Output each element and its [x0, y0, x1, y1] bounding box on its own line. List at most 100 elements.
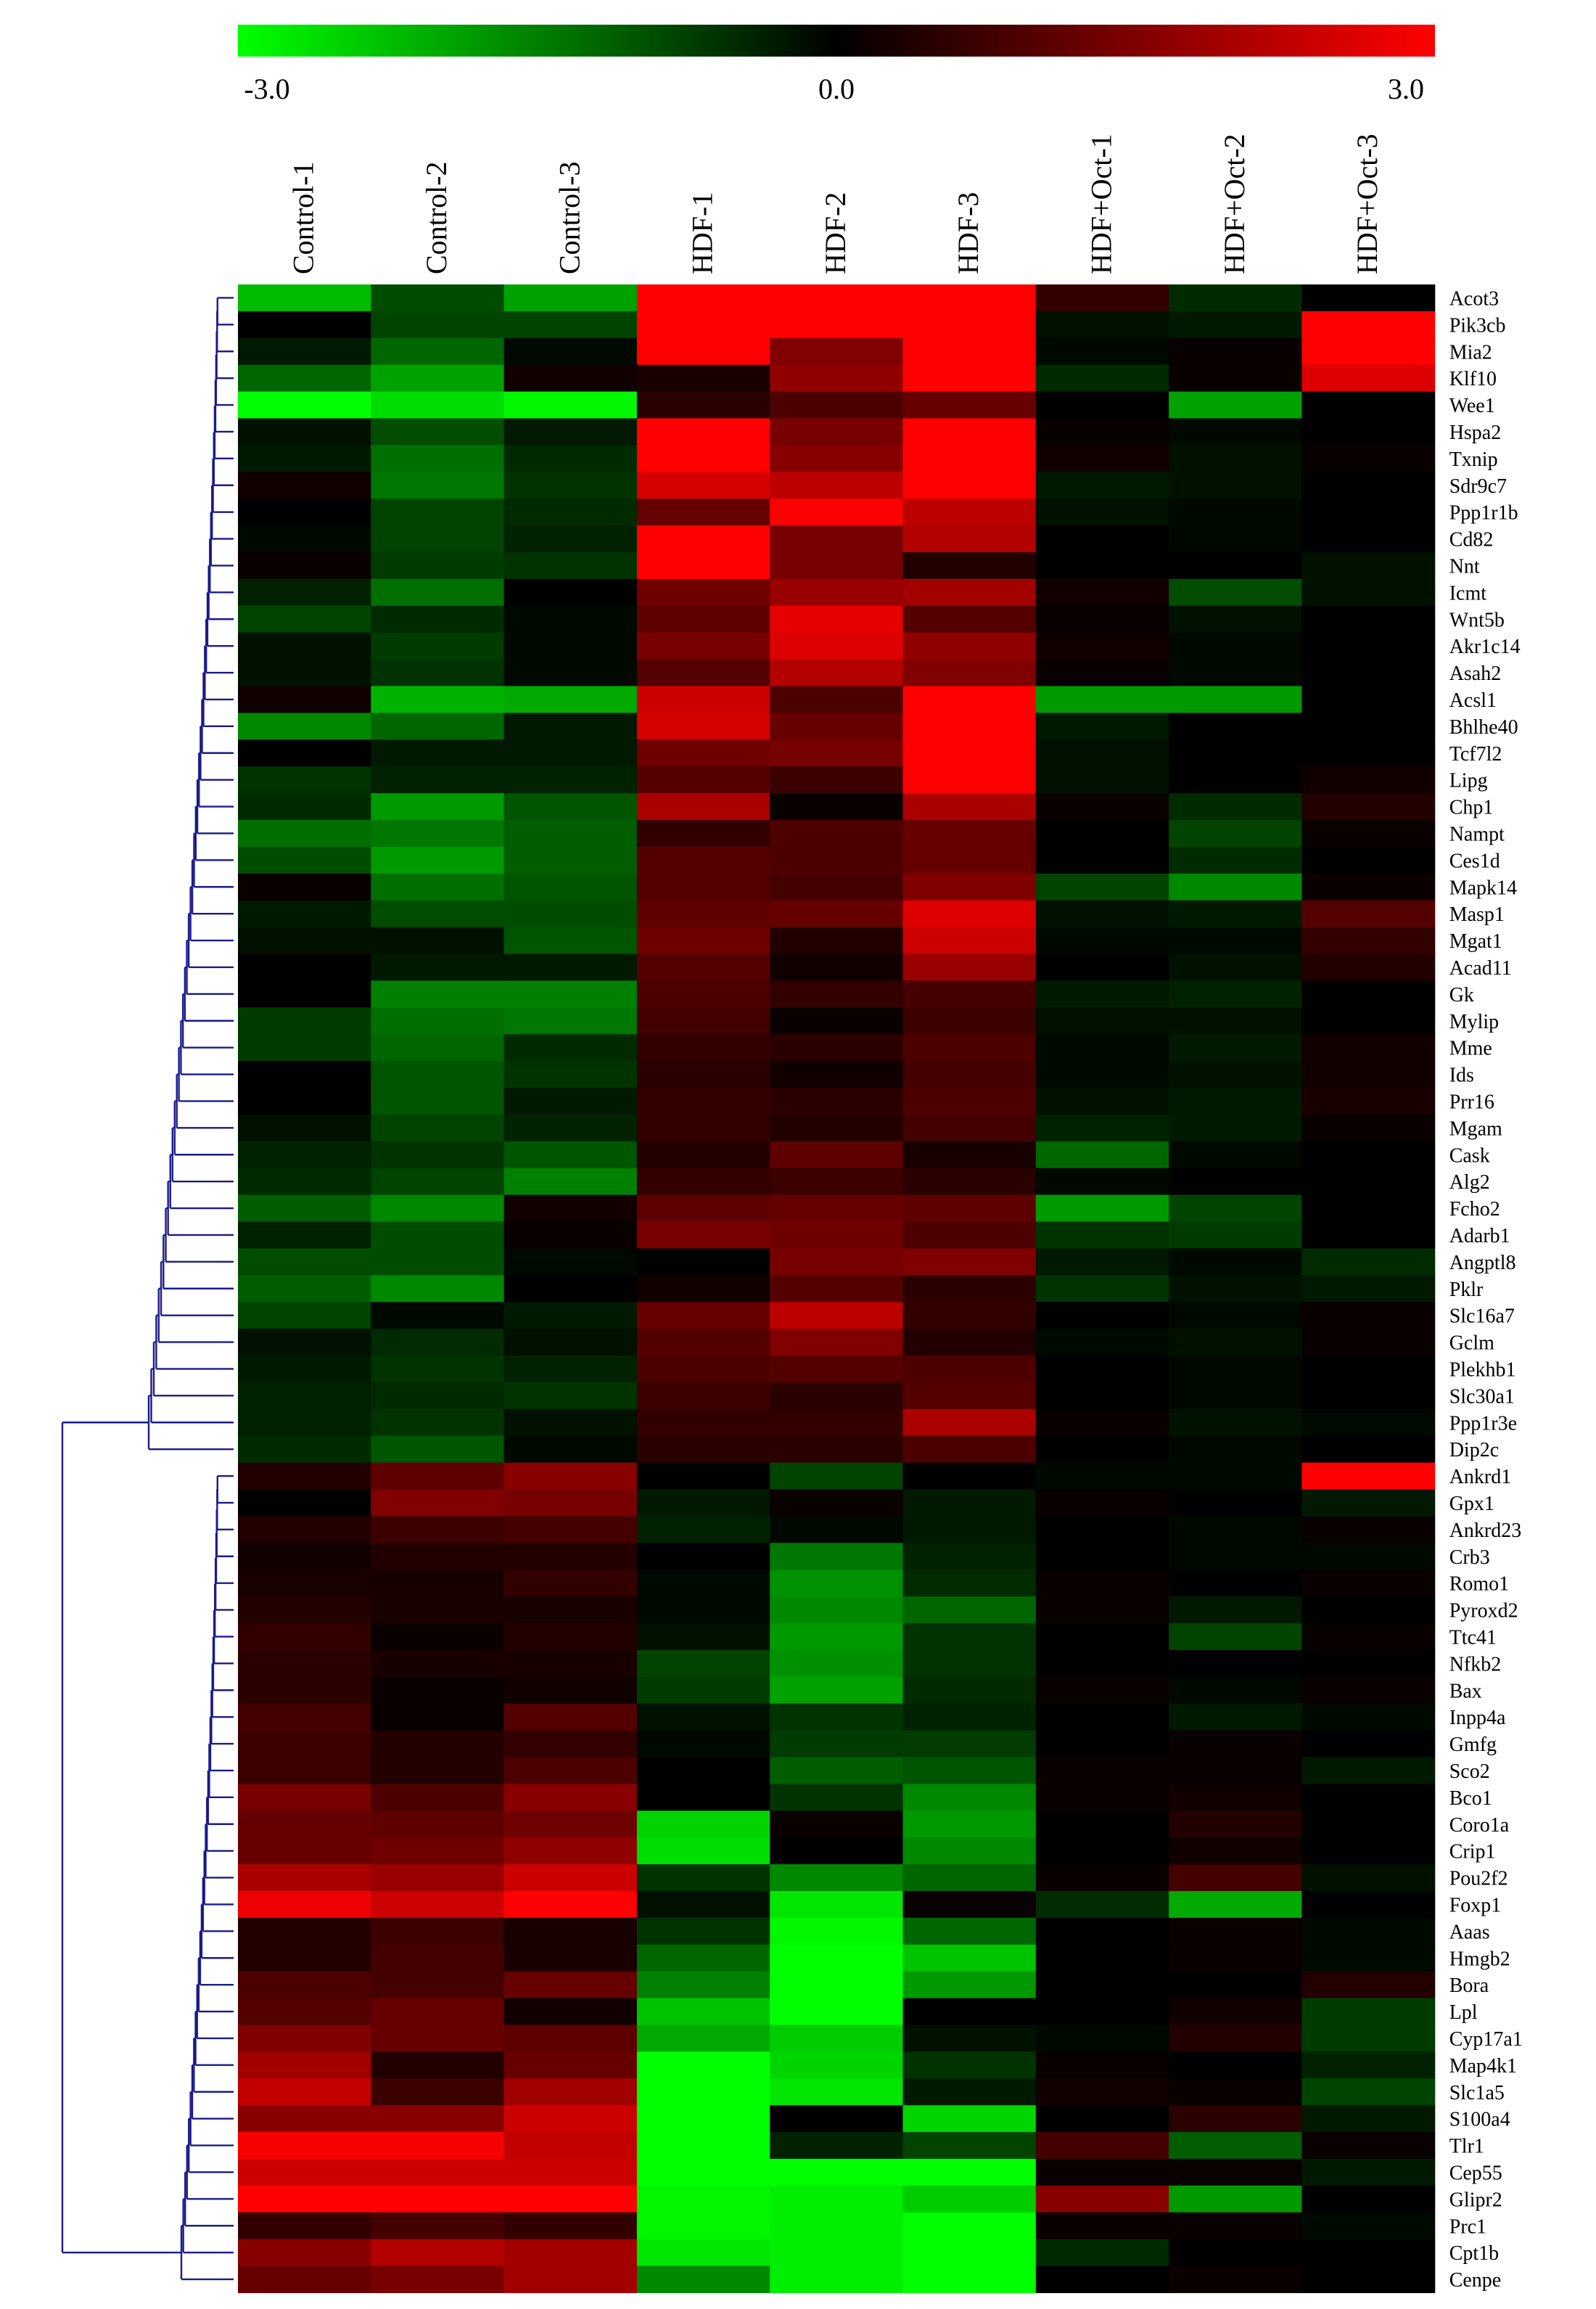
- heatmap-cell: [770, 1356, 904, 1383]
- row-label: Mgat1: [1449, 930, 1502, 953]
- heatmap-cell: [371, 1034, 505, 1062]
- heatmap-cell: [1301, 1007, 1436, 1035]
- row-label: Foxp1: [1449, 1894, 1502, 1916]
- heatmap-cell: [371, 418, 505, 446]
- heatmap-cell: [238, 2159, 371, 2186]
- heatmap-cell: [371, 927, 505, 955]
- heatmap-cell: [902, 1649, 1037, 1678]
- heatmap-cell: [1301, 686, 1436, 713]
- row-label: Nfkb2: [1449, 1653, 1502, 1676]
- heatmap-cell: [636, 927, 770, 955]
- heatmap-cell: [902, 1408, 1037, 1437]
- row-label: Ces1d: [1449, 850, 1500, 872]
- heatmap-cell: [1035, 472, 1169, 499]
- row-label: Bco1: [1449, 1787, 1492, 1810]
- row-label: Cenpe: [1449, 2269, 1502, 2292]
- heatmap-cell: [1035, 1676, 1169, 1705]
- heatmap-cell: [636, 1757, 770, 1784]
- heatmap-cell: [1169, 1382, 1302, 1410]
- heatmap-cell: [503, 1034, 638, 1062]
- heatmap-cell: [503, 1864, 638, 1892]
- column-label: Control-2: [420, 161, 453, 274]
- heatmap-cell: [1035, 1088, 1169, 1115]
- heatmap-cell: [503, 1516, 638, 1543]
- heatmap-cell: [770, 1489, 904, 1517]
- heatmap-cell: [902, 1435, 1037, 1464]
- heatmap-cell: [636, 1141, 770, 1169]
- heatmap-cell: [1035, 1168, 1169, 1196]
- heatmap-cell: [371, 1248, 505, 1276]
- heatmap-cell: [902, 1329, 1037, 1356]
- heatmap-cell: [503, 1570, 638, 1597]
- heatmap-cell: [902, 2132, 1037, 2160]
- heatmap-cell: [503, 2185, 638, 2213]
- row-label: Mia2: [1449, 341, 1492, 364]
- heatmap-cell: [371, 552, 505, 580]
- heatmap-cell: [902, 820, 1037, 848]
- heatmap-cell: [371, 1194, 505, 1223]
- heatmap-cell: [371, 1998, 505, 2026]
- column-label: HDF-2: [819, 192, 852, 274]
- heatmap-cell: [1301, 1141, 1436, 1169]
- heatmap-cell: [1169, 391, 1302, 419]
- heatmap-cell: [238, 632, 371, 660]
- row-label: Crip1: [1449, 1841, 1496, 1863]
- heatmap-cell: [503, 2105, 638, 2133]
- heatmap-cell: [902, 1248, 1037, 1276]
- heatmap-cell: [371, 1329, 505, 1356]
- heatmap-cell: [902, 1784, 1037, 1811]
- heatmap-cell: [238, 1382, 371, 1410]
- heatmap-cell: [636, 1810, 770, 1838]
- heatmap-cell: [1301, 1864, 1436, 1892]
- heatmap-cell: [636, 1944, 770, 1972]
- heatmap-cell: [1035, 1221, 1169, 1249]
- heatmap-cell: [503, 499, 638, 526]
- heatmap-cell: [371, 1382, 505, 1410]
- heatmap-cell: [503, 525, 638, 553]
- row-label: Bax: [1449, 1680, 1482, 1702]
- heatmap-cell: [371, 445, 505, 472]
- color-scale-legend: -3.0 0.0 3.0: [238, 25, 1435, 105]
- heatmap-cell: [371, 2185, 505, 2213]
- heatmap-cell: [238, 1489, 371, 1517]
- heatmap-cell: [371, 1703, 505, 1731]
- row-label: Gclm: [1449, 1332, 1494, 1355]
- heatmap-cell: [1301, 793, 1436, 821]
- heatmap-cell: [636, 2051, 770, 2079]
- row-label: Mme: [1449, 1038, 1492, 1060]
- heatmap-cell: [636, 311, 770, 339]
- heatmap-cell: [1035, 2051, 1169, 2079]
- heatmap-cell: [238, 552, 371, 580]
- heatmap-cell: [902, 499, 1037, 526]
- heatmap-cell: [238, 1007, 371, 1035]
- heatmap-cell: [636, 1194, 770, 1223]
- heatmap-cell: [371, 1757, 505, 1784]
- heatmap-cell: [1169, 713, 1302, 740]
- heatmap-cell: [1301, 364, 1436, 393]
- heatmap-cell: [1301, 1168, 1436, 1196]
- heatmap-cell: [1169, 1462, 1302, 1490]
- row-label: Cpt1b: [1449, 2242, 1499, 2265]
- heatmap-cell: [902, 1168, 1037, 1196]
- heatmap-cell: [1035, 1248, 1169, 1276]
- heatmap-cell: [1301, 2239, 1436, 2267]
- heatmap-cell: [636, 1489, 770, 1517]
- heatmap-cell: [902, 1061, 1037, 1088]
- heatmap-cell: [1035, 1061, 1169, 1088]
- heatmap-cell: [1169, 766, 1302, 794]
- heatmap-cell: [503, 337, 638, 366]
- heatmap-cell: [636, 1356, 770, 1383]
- heatmap-cell: [503, 1971, 638, 1999]
- heatmap-cell: [770, 2105, 904, 2133]
- heatmap-cell: [902, 1971, 1037, 1999]
- heatmap-cell: [238, 953, 371, 981]
- heatmap-cell: [1169, 2265, 1302, 2294]
- heatmap-cell: [636, 1382, 770, 1410]
- row-label: Ppp1r3e: [1449, 1412, 1517, 1435]
- row-label: Pik3cb: [1449, 314, 1506, 337]
- heatmap-cell: [1301, 1329, 1436, 1356]
- heatmap-cell: [1169, 418, 1302, 446]
- heatmap-cell: [636, 1730, 770, 1758]
- row-label: Map4k1: [1449, 2055, 1517, 2078]
- heatmap-cell: [636, 1998, 770, 2026]
